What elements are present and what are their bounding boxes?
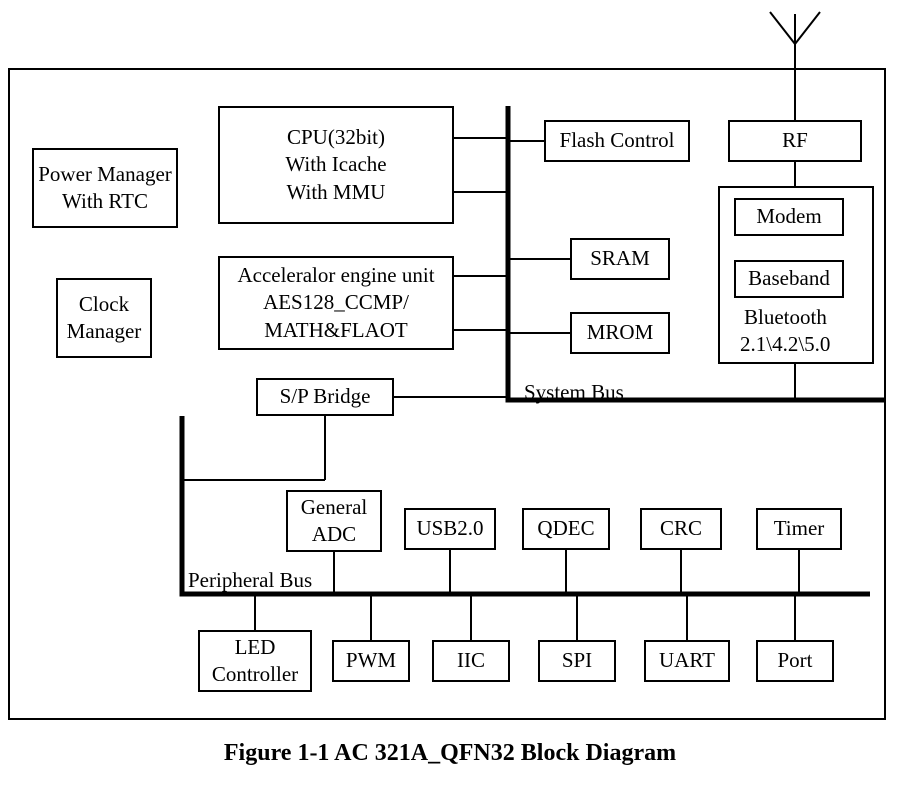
label-bluetooth-name: Bluetooth: [744, 305, 827, 330]
block-text-line: Power Manager: [38, 161, 172, 188]
block-text-line: Manager: [67, 318, 142, 345]
block-text-line: MATH&FLAOT: [264, 317, 408, 344]
block-text-line: ADC: [312, 521, 356, 548]
block-flash-control: Flash Control: [544, 120, 690, 162]
block-qdec: QDEC: [522, 508, 610, 550]
block-text-line: QDEC: [537, 515, 594, 542]
block-text-line: Baseband: [748, 265, 830, 292]
block-text-line: With MMU: [287, 179, 386, 206]
block-crc: CRC: [640, 508, 722, 550]
block-text-line: PWM: [346, 647, 396, 674]
block-clock-manager: ClockManager: [56, 278, 152, 358]
block-text-line: Controller: [212, 661, 298, 688]
block-sram: SRAM: [570, 238, 670, 280]
block-text-line: AES128_CCMP/: [263, 289, 409, 316]
block-text-line: Acceleralor engine unit: [237, 262, 434, 289]
block-baseband: Baseband: [734, 260, 844, 298]
block-text-line: USB2.0: [416, 515, 483, 542]
block-led-controller: LEDController: [198, 630, 312, 692]
block-text-line: Modem: [756, 203, 821, 230]
block-text-line: Port: [777, 647, 812, 674]
block-timer: Timer: [756, 508, 842, 550]
block-modem: Modem: [734, 198, 844, 236]
block-pwm: PWM: [332, 640, 410, 682]
block-sp-bridge: S/P Bridge: [256, 378, 394, 416]
block-text-line: IIC: [457, 647, 485, 674]
block-text-line: Timer: [774, 515, 825, 542]
figure-caption: Figure 1-1 AC 321A_QFN32 Block Diagram: [0, 740, 900, 767]
block-text-line: Flash Control: [560, 127, 675, 154]
label-system-bus: System Bus: [524, 380, 624, 405]
block-iic: IIC: [432, 640, 510, 682]
block-cpu: CPU(32bit)With IcacheWith MMU: [218, 106, 454, 224]
block-text-line: General: [301, 494, 367, 521]
block-uart: UART: [644, 640, 730, 682]
block-text-line: Clock: [79, 291, 129, 318]
block-power-manager: Power ManagerWith RTC: [32, 148, 178, 228]
block-text-line: RF: [782, 127, 808, 154]
block-text-line: CRC: [660, 515, 702, 542]
block-general-adc: GeneralADC: [286, 490, 382, 552]
block-accelerator: Acceleralor engine unitAES128_CCMP/MATH&…: [218, 256, 454, 350]
block-text-line: S/P Bridge: [280, 383, 371, 410]
block-text-line: MROM: [587, 319, 654, 346]
block-port: Port: [756, 640, 834, 682]
block-spi: SPI: [538, 640, 616, 682]
block-text-line: SRAM: [590, 245, 650, 272]
block-rf: RF: [728, 120, 862, 162]
block-text-line: UART: [659, 647, 715, 674]
block-mrom: MROM: [570, 312, 670, 354]
antenna-icon: [770, 12, 820, 44]
block-text-line: CPU(32bit): [287, 124, 385, 151]
label-bluetooth-versions: 2.1\4.2\5.0: [740, 332, 830, 357]
block-text-line: With Icache: [285, 151, 386, 178]
diagram-canvas: Power ManagerWith RTC ClockManager CPU(3…: [0, 0, 900, 790]
label-peripheral-bus: Peripheral Bus: [188, 568, 312, 593]
block-text-line: LED: [235, 634, 276, 661]
block-text-line: SPI: [562, 647, 592, 674]
block-usb: USB2.0: [404, 508, 496, 550]
block-text-line: With RTC: [62, 188, 148, 215]
